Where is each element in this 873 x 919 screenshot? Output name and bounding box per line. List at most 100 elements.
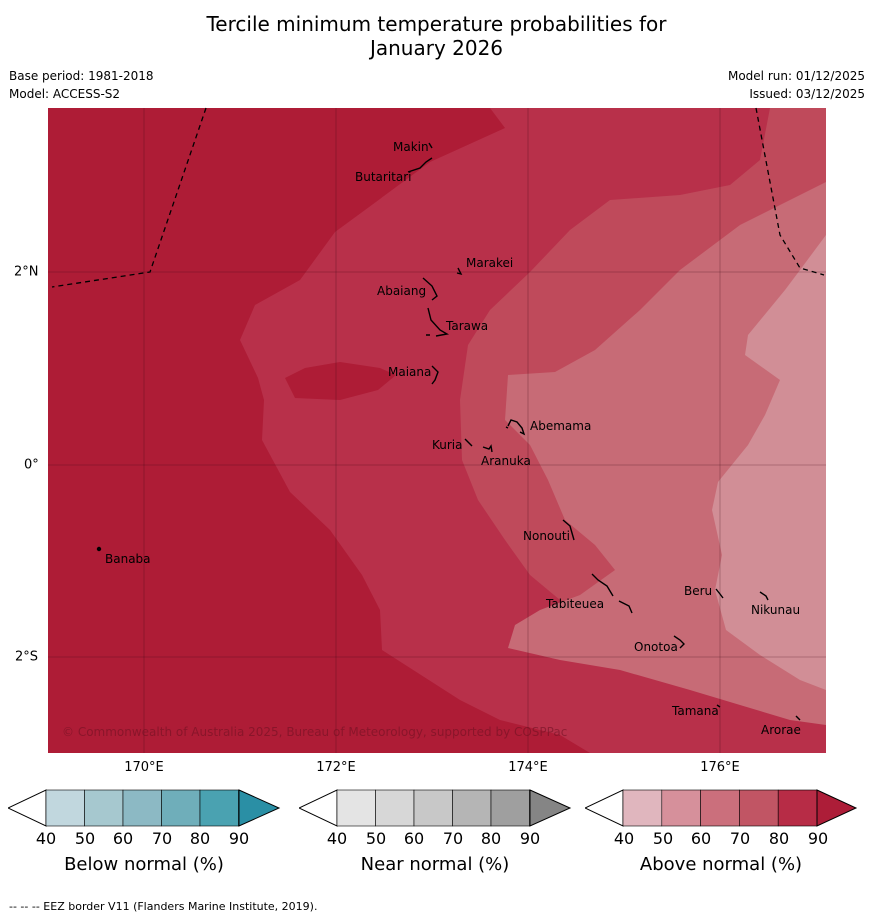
tick-label: 90 (807, 829, 829, 848)
colorbar-cell (700, 789, 740, 827)
eez-border-west (51, 107, 207, 288)
island-kuria-shape (464, 438, 473, 447)
colorbar-below-max-arrow (238, 789, 281, 827)
tick-label: 80 (189, 829, 211, 848)
island-label: Banaba (105, 552, 151, 566)
island-makin-shape (428, 142, 433, 149)
island-outlines (96, 142, 801, 721)
island-onotoa-shape (673, 635, 685, 649)
tick-label: 70 (151, 829, 173, 848)
colorbar-cell (122, 789, 162, 827)
island-maiana-shape (431, 365, 439, 385)
tick-label: 80 (768, 829, 790, 848)
island-beru-shape (715, 588, 724, 599)
tick-label: 50 (74, 829, 96, 848)
probability-fields (48, 108, 826, 753)
island-label: Tamana (671, 704, 719, 718)
island-banaba-shape (96, 546, 102, 552)
colorbar-below-title: Below normal (%) (64, 854, 224, 875)
colorbar-below (8, 789, 281, 827)
tick-label: 50 (652, 829, 674, 848)
field-deep-island (285, 362, 396, 400)
island-nikunau-shape (759, 591, 769, 601)
issued-date: Issued: 03/12/2025 (749, 87, 865, 101)
island-tabiteuea-shape (591, 573, 633, 614)
colorbar-above-max-arrow (816, 789, 858, 827)
lat-label-0: 0° (24, 457, 39, 473)
island-label: Marakei (466, 256, 513, 270)
island-label: Nikunau (751, 603, 800, 617)
tick-label: 40 (35, 829, 57, 848)
colorbar-cell (413, 789, 453, 827)
tick-label: 70 (442, 829, 464, 848)
title-line-1: Tercile minimum temperature probabilitie… (206, 12, 667, 36)
island-label: Tabiteuea (545, 597, 604, 611)
meta-left: Base period: 1981-2018 Model: ACCESS-S2 (9, 67, 154, 103)
lat-label-2n: 2°N (14, 264, 39, 280)
island-labels: Makin Butaritari Marakei Abaiang Tarawa … (105, 140, 801, 737)
colorbar-below-min-arrow (8, 789, 47, 827)
tick-label: 80 (480, 829, 502, 848)
tick-label: 40 (326, 829, 348, 848)
island-label: Nonouti (523, 529, 570, 543)
colorbar-near-min-arrow (299, 789, 338, 827)
island-label: Butaritari (355, 170, 412, 184)
title-line-2: January 2026 (369, 36, 504, 60)
tick-label: 90 (228, 829, 250, 848)
island-label: Kuria (432, 438, 463, 452)
tick-label: 40 (613, 829, 635, 848)
tick-label: 60 (403, 829, 425, 848)
island-abemama-shape (505, 419, 526, 436)
colorbar-cell (452, 789, 492, 827)
island-label: Arorae (761, 723, 801, 737)
model-name: Model: ACCESS-S2 (9, 87, 121, 101)
island-label: Onotoa (634, 640, 678, 654)
island-label: Tarawa (445, 319, 488, 333)
island-label: Beru (684, 584, 712, 598)
island-label: Maiana (388, 365, 431, 379)
colorbar-cell (336, 789, 376, 827)
island-label: Aranuka (481, 454, 531, 468)
colorbar-cell (45, 789, 85, 827)
colorbar-cell (739, 789, 779, 827)
island-label: Makin (393, 140, 429, 154)
lat-label-2s: 2°S (15, 649, 39, 665)
colorbar-near-max-arrow (529, 789, 572, 827)
lon-label-170e: 170°E (124, 760, 164, 775)
colorbar-above-title: Above normal (%) (639, 854, 803, 875)
eez-border-east (755, 107, 825, 276)
model-run: Model run: 01/12/2025 (727, 69, 865, 83)
colorbar-cell (777, 789, 818, 827)
graticule (48, 108, 826, 753)
probability-map: Makin Butaritari Marakei Abaiang Tarawa … (48, 107, 826, 753)
colorbar-near-title: Near normal (%) (360, 854, 510, 875)
eez-border (51, 107, 825, 288)
tick-label: 90 (519, 829, 541, 848)
colorbar-above (585, 789, 858, 827)
base-period: Base period: 1981-2018 (9, 69, 154, 83)
tick-label: 50 (365, 829, 387, 848)
island-label: Abemama (530, 419, 591, 433)
island-label: Abaiang (377, 284, 426, 298)
colorbar-cell (622, 789, 663, 827)
island-nonouti-shape (562, 519, 575, 541)
colorbar-cell (375, 789, 415, 827)
colorbar-cell (199, 789, 239, 827)
colorbar-near (299, 789, 572, 827)
colorbar-above-cells (622, 789, 818, 827)
meta-right: Model run: 01/12/2025 Issued: 03/12/2025 (728, 67, 865, 103)
map-title: Tercile minimum temperature probabilitie… (0, 12, 873, 60)
colorbar-cell (161, 789, 201, 827)
island-aranuka-shape (482, 444, 493, 453)
island-marakei-shape (456, 267, 463, 276)
colorbar-cell (84, 789, 124, 827)
colorbar-cell (661, 789, 701, 827)
colorbar-below-cells (45, 789, 239, 827)
field-band-50 (712, 235, 826, 690)
tick-label: 70 (729, 829, 751, 848)
island-butaritari-shape (407, 157, 433, 173)
island-arorae-shape (795, 715, 801, 721)
lon-label-172e: 172°E (316, 760, 356, 775)
colorbar-cell (490, 789, 530, 827)
eez-legend-note: -- -- -- EEZ border V11 (Flanders Marine… (9, 900, 318, 913)
